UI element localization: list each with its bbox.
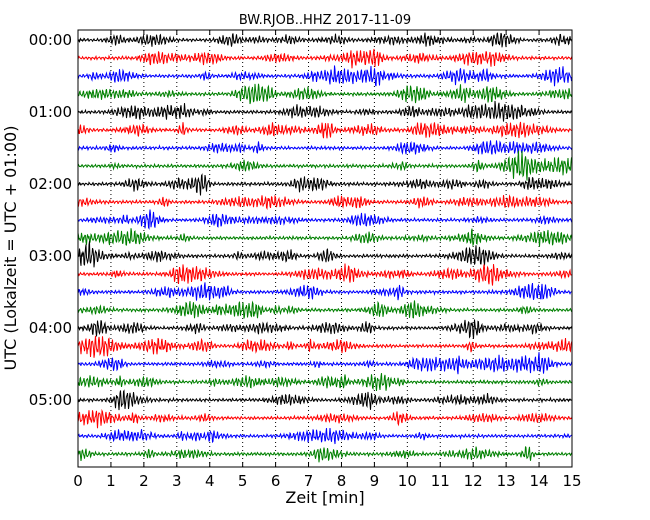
trace-line — [77, 32, 573, 48]
x-tick-label: 4 — [205, 472, 215, 490]
x-tick-label: 7 — [304, 472, 314, 490]
x-tick-label: 8 — [337, 472, 347, 490]
y-tick-label: 02:00 — [29, 175, 72, 193]
trace-line — [77, 408, 573, 429]
x-tick-label: 14 — [530, 472, 549, 490]
trace-line — [77, 319, 573, 339]
x-tick-label: 15 — [562, 472, 581, 490]
trace-line — [77, 173, 573, 196]
trace-line — [77, 428, 573, 445]
trace-line — [77, 373, 573, 391]
plot-frame — [77, 29, 573, 468]
trace-line — [77, 209, 573, 230]
trace-line — [77, 282, 573, 301]
y-tick-label: 03:00 — [29, 247, 72, 265]
trace-line — [77, 150, 573, 181]
trace-line — [77, 335, 573, 358]
x-tick-label: 5 — [238, 472, 248, 490]
x-tick-label: 12 — [464, 472, 483, 490]
trace-layer — [77, 32, 573, 463]
x-tick-label: 13 — [497, 472, 516, 490]
trace-line — [77, 228, 573, 247]
y-tick-label: 00:00 — [29, 31, 72, 49]
x-tick-label: 11 — [431, 472, 450, 490]
x-tick-label: 3 — [172, 472, 182, 490]
x-tick-label: 9 — [370, 472, 380, 490]
y-tick-label: 04:00 — [29, 319, 72, 337]
trace-line — [77, 48, 573, 69]
x-tick-label: 0 — [73, 472, 83, 490]
trace-line — [77, 100, 573, 122]
y-tick-label: 01:00 — [29, 103, 72, 121]
grid-layer — [110, 30, 540, 467]
trace-line — [77, 389, 573, 411]
trace-line — [77, 300, 573, 319]
trace-line — [77, 446, 573, 463]
x-tick-label: 1 — [106, 472, 116, 490]
x-tick-label: 6 — [271, 472, 281, 490]
y-tick-label: 05:00 — [29, 391, 72, 409]
trace-line — [77, 194, 573, 211]
x-tick-label: 10 — [398, 472, 417, 490]
trace-line — [77, 352, 573, 375]
trace-line — [77, 241, 573, 268]
tick-layer: 0 1 2 3 4 5 6 7 8 9 10 11 12 13 14 1500:0001:0002:0003:… — [29, 30, 582, 490]
x-axis-label: Zeit [min] — [285, 488, 364, 507]
trace-line — [77, 121, 573, 139]
trace-line — [77, 140, 573, 156]
trace-line — [77, 263, 573, 286]
y-axis-label: UTC (Lokalzeit = UTC + 01:00) — [1, 126, 20, 371]
x-tick-label: 2 — [139, 472, 149, 490]
trace-line — [77, 83, 573, 105]
chart-title: BW.RJOB..HHZ 2017-11-09 — [239, 13, 411, 28]
trace-line — [77, 65, 573, 87]
